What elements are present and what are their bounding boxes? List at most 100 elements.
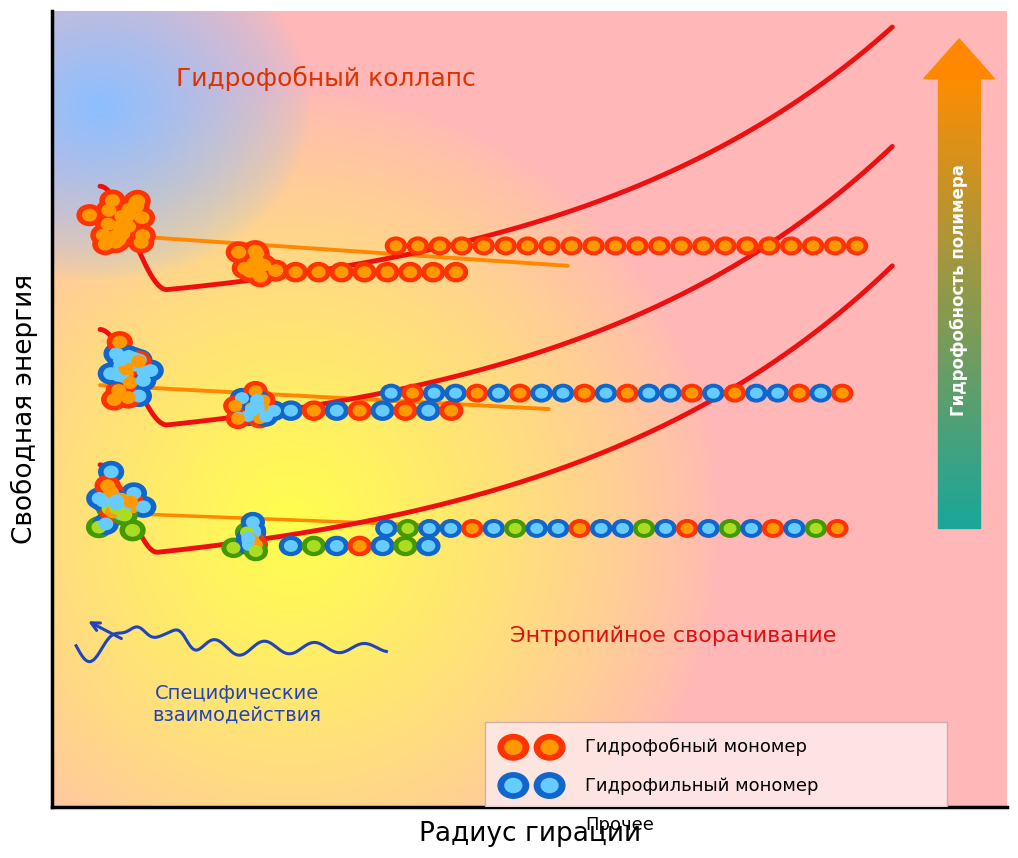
Circle shape <box>247 525 261 536</box>
Polygon shape <box>939 326 980 334</box>
Circle shape <box>128 232 154 253</box>
Circle shape <box>117 199 142 220</box>
Circle shape <box>251 397 264 408</box>
Circle shape <box>104 498 129 518</box>
Circle shape <box>768 384 788 402</box>
Circle shape <box>423 523 435 534</box>
Circle shape <box>235 523 259 542</box>
Circle shape <box>830 241 841 251</box>
Circle shape <box>702 523 715 534</box>
Polygon shape <box>939 348 980 356</box>
Circle shape <box>108 368 122 379</box>
Circle shape <box>104 493 129 514</box>
Circle shape <box>353 541 365 551</box>
Circle shape <box>851 241 863 251</box>
Circle shape <box>500 241 511 251</box>
Circle shape <box>578 389 590 398</box>
Circle shape <box>124 496 137 508</box>
Circle shape <box>87 517 111 537</box>
Circle shape <box>254 259 268 270</box>
Circle shape <box>116 498 129 510</box>
Circle shape <box>126 351 151 372</box>
Circle shape <box>251 402 264 413</box>
Circle shape <box>236 393 248 403</box>
Circle shape <box>423 384 445 402</box>
Circle shape <box>531 384 552 402</box>
Circle shape <box>610 241 621 251</box>
Circle shape <box>102 219 115 230</box>
Circle shape <box>260 411 272 422</box>
Circle shape <box>715 237 736 255</box>
Polygon shape <box>939 154 980 161</box>
Circle shape <box>104 232 128 252</box>
Circle shape <box>237 529 260 547</box>
Circle shape <box>505 520 525 537</box>
Circle shape <box>241 259 266 280</box>
Circle shape <box>120 357 133 369</box>
Circle shape <box>681 523 693 534</box>
Circle shape <box>264 260 288 281</box>
Circle shape <box>498 812 528 837</box>
Circle shape <box>106 229 131 250</box>
Circle shape <box>566 241 577 251</box>
Circle shape <box>612 520 633 537</box>
Circle shape <box>108 503 121 514</box>
Circle shape <box>280 401 302 420</box>
Polygon shape <box>939 236 980 244</box>
Circle shape <box>120 520 145 541</box>
Circle shape <box>247 266 273 287</box>
Circle shape <box>837 389 848 398</box>
Circle shape <box>114 364 138 384</box>
Circle shape <box>119 368 133 380</box>
Circle shape <box>87 488 112 509</box>
Circle shape <box>112 384 125 396</box>
Circle shape <box>232 246 245 258</box>
Circle shape <box>82 209 97 221</box>
Circle shape <box>117 220 130 232</box>
Circle shape <box>144 365 158 377</box>
Circle shape <box>121 483 147 504</box>
Polygon shape <box>939 318 980 326</box>
Circle shape <box>131 356 146 367</box>
Circle shape <box>386 237 406 255</box>
Circle shape <box>440 401 463 420</box>
Circle shape <box>758 237 780 255</box>
Circle shape <box>246 517 260 528</box>
Text: Специфические
взаимодействия: Специфические взаимодействия <box>153 684 322 725</box>
Circle shape <box>249 386 262 396</box>
Polygon shape <box>939 184 980 191</box>
Circle shape <box>104 368 118 379</box>
Circle shape <box>372 401 394 420</box>
Circle shape <box>129 201 144 212</box>
Polygon shape <box>939 386 980 394</box>
Y-axis label: Свободная энергия: Свободная энергия <box>11 274 39 544</box>
Circle shape <box>112 497 137 517</box>
Circle shape <box>247 257 261 269</box>
Polygon shape <box>939 191 980 199</box>
Circle shape <box>631 241 643 251</box>
Circle shape <box>114 493 128 505</box>
Circle shape <box>587 241 600 251</box>
Circle shape <box>91 225 116 245</box>
Circle shape <box>115 499 128 511</box>
Circle shape <box>238 258 264 279</box>
Circle shape <box>116 228 129 239</box>
Circle shape <box>471 389 483 398</box>
Circle shape <box>827 520 848 537</box>
Circle shape <box>807 241 818 251</box>
Circle shape <box>126 501 139 512</box>
Circle shape <box>118 510 131 521</box>
Polygon shape <box>939 176 980 184</box>
Polygon shape <box>939 356 980 364</box>
Circle shape <box>99 518 113 529</box>
Polygon shape <box>939 506 980 513</box>
Circle shape <box>118 221 132 233</box>
Circle shape <box>130 225 155 246</box>
Circle shape <box>462 520 483 537</box>
Polygon shape <box>939 498 980 506</box>
Circle shape <box>514 389 526 398</box>
Circle shape <box>258 396 270 406</box>
Circle shape <box>789 523 800 534</box>
Circle shape <box>126 524 139 536</box>
Circle shape <box>348 401 372 420</box>
